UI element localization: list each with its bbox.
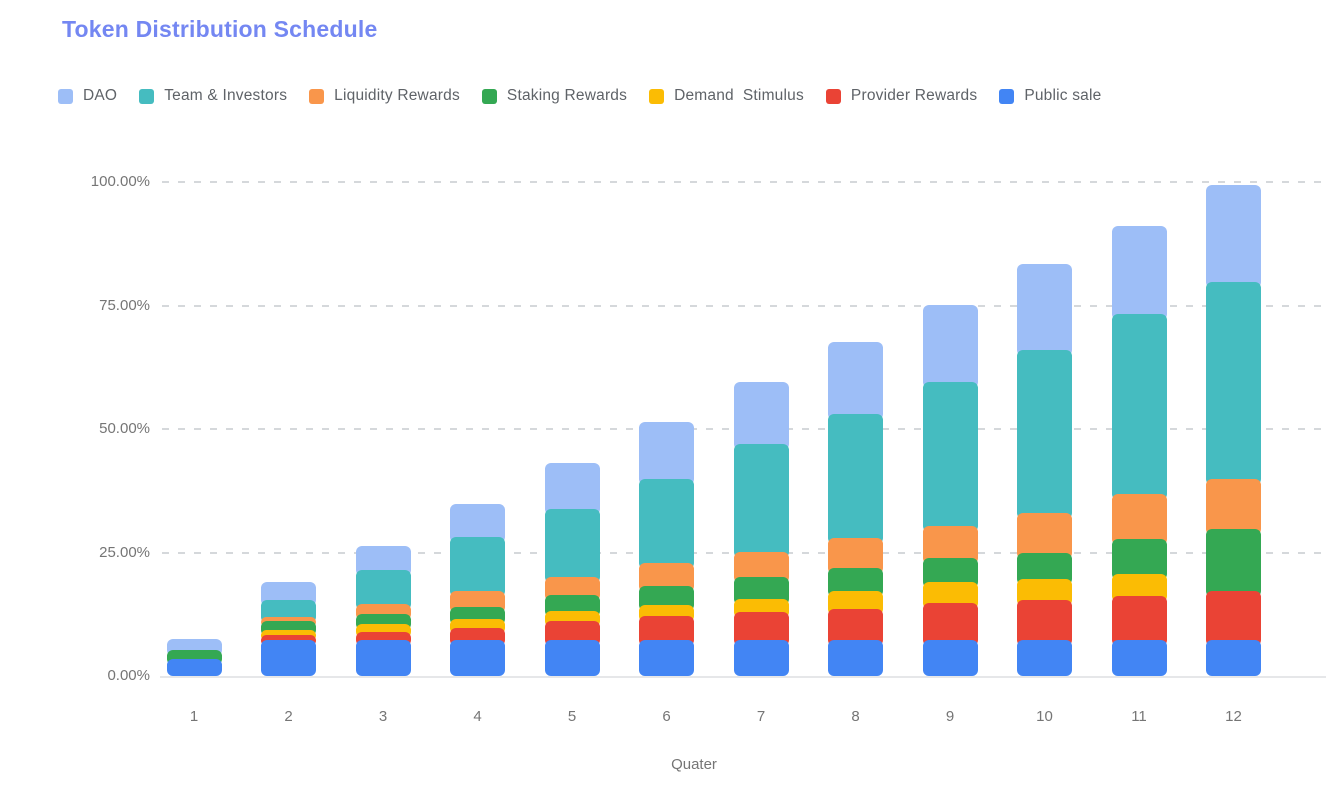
bar-segment-team-investors-q9[interactable] [922,382,978,533]
legend-swatch-demand-stimulus [649,88,665,104]
legend-swatch-liquidity-rewards [309,88,325,104]
bar-segment-dao-q6[interactable] [639,421,694,485]
x-axis-line [160,676,1326,678]
legend-swatch-team-investors [139,88,155,104]
chart-title: Token Distribution Schedule [62,16,378,42]
x-tick-label-q11: 11 [1131,708,1147,725]
bar-segment-dao-q7[interactable] [733,381,789,450]
legend-swatch-staking-rewards [481,88,497,104]
legend-item-provider-rewards[interactable]: Provider Rewards [825,87,978,105]
x-tick-label-q5: 5 [567,708,577,725]
bar-segment-public-sale-q4[interactable] [450,640,505,676]
bar-segment-liquidity-rewards-q11[interactable] [1111,494,1167,546]
bar-segment-dao-q8[interactable] [828,341,883,421]
legend-item-public-sale[interactable]: Public sale [999,87,1101,105]
legend-label-staking-rewards: Staking Rewards [506,87,628,104]
bar-segment-liquidity-rewards-q8[interactable] [828,537,883,574]
bar-segment-dao-q12[interactable] [1206,185,1261,289]
legend-label-liquidity-rewards: Liquidity Rewards [334,87,460,104]
bar-segment-provider-rewards-q9[interactable] [922,602,978,647]
gridline-100 [162,181,1326,183]
bar-segment-public-sale-q1[interactable] [166,658,222,676]
bar-segment-provider-rewards-q10[interactable] [1017,600,1072,647]
y-tick-label-0: 0.00% [107,667,150,684]
bar-segment-dao-q4[interactable] [450,504,505,543]
bar-segment-team-investors-q5[interactable] [544,509,600,583]
bar-segment-staking-rewards-q12[interactable] [1206,529,1261,598]
bar-segment-liquidity-rewards-q9[interactable] [922,526,978,565]
legend: DAO Team & Investors Liquidity Rewards Stak… [58,86,1101,106]
bar-segment-dao-q5[interactable] [544,462,600,515]
y-tick-label-25: 25.00% [99,543,150,561]
x-tick-label-q8: 8 [851,708,860,725]
x-tick-label-q7: 7 [756,708,766,725]
bar-segment-public-sale-q3[interactable] [355,640,411,676]
bar-segment-dao-q11[interactable] [1111,225,1167,321]
bar-segment-staking-rewards-q11[interactable] [1111,539,1167,581]
x-tick-label-q10: 10 [1036,708,1053,725]
legend-label-public-sale: Public sale [1024,87,1102,104]
bar-segment-team-investors-q10[interactable] [1017,349,1072,519]
x-tick-label-q6: 6 [662,708,671,725]
legend-label-dao: DAO [83,87,118,104]
legend-item-team-investors[interactable]: Team & Investors [139,87,287,105]
x-tick-label-q3: 3 [378,708,388,725]
bar-segment-provider-rewards-q11[interactable] [1111,595,1167,647]
legend-item-demand-stimulus[interactable]: Demand Stimulus [649,87,804,105]
legend-swatch-dao [58,88,73,104]
legend-item-dao[interactable]: DAO [58,87,117,105]
bar-segment-team-investors-q12[interactable] [1206,282,1261,486]
bar-segment-dao-q10[interactable] [1017,263,1072,356]
x-tick-label-q4: 4 [473,708,482,725]
x-axis-title: Quater [671,756,717,773]
bar-segment-public-sale-q5[interactable] [544,640,600,676]
bar-segment-liquidity-rewards-q10[interactable] [1017,512,1072,560]
legend-label-provider-rewards: Provider Rewards [850,87,978,104]
legend-item-liquidity-rewards[interactable]: Liquidity Rewards [309,87,460,105]
bar-segment-team-investors-q6[interactable] [639,478,694,569]
x-tick-label-q2: 2 [284,708,293,725]
legend-swatch-provider-rewards [825,88,841,104]
gridline-75 [162,304,1326,307]
bar-segment-public-sale-q8[interactable] [828,640,883,676]
bar-segment-dao-q9[interactable] [922,304,978,389]
y-tick-label-50: 50.00% [99,420,150,437]
bar-segment-team-investors-q3[interactable] [355,569,411,611]
bar-segment-provider-rewards-q12[interactable] [1206,591,1261,647]
bar-segment-team-investors-q7[interactable] [733,443,789,558]
bar-segment-team-investors-q11[interactable] [1111,314,1167,501]
bar-segment-team-investors-q8[interactable] [828,414,883,544]
legend-item-staking-rewards[interactable]: Staking Rewards [481,87,628,105]
x-tick-label-q9: 9 [945,708,955,725]
bar-segment-public-sale-q11[interactable] [1111,640,1167,676]
y-tick-label-100: 100.00% [90,173,150,190]
legend-label-demand-stimulus: Demand Stimulus [674,87,804,104]
bar-segment-team-investors-q4[interactable] [450,536,505,598]
bar-segment-public-sale-q12[interactable] [1206,640,1261,676]
legend-label-team-investors: Team & Investors [164,87,288,104]
bar-segment-liquidity-rewards-q12[interactable] [1206,479,1261,536]
legend-swatch-public-sale [999,88,1015,104]
bar-segment-public-sale-q9[interactable] [922,640,978,676]
y-tick-label-75: 75.00% [99,296,150,314]
bar-segment-public-sale-q6[interactable] [639,640,694,676]
x-tick-label-q1: 1 [189,708,199,725]
x-tick-label-q12: 12 [1225,708,1242,725]
bar-segment-provider-rewards-q8[interactable] [828,608,883,647]
bar-segment-public-sale-q7[interactable] [733,640,789,676]
bar-segment-public-sale-q10[interactable] [1017,640,1072,676]
bar-segment-public-sale-q2[interactable] [261,640,316,676]
